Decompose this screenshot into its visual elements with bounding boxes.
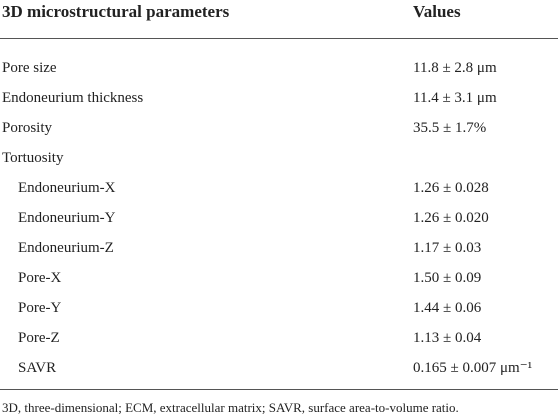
column-header: Values <box>413 2 461 21</box>
subrow-value: 1.50 ± 0.09 <box>413 270 482 286</box>
subrow-label: Pore-Z <box>18 330 60 346</box>
subrow-label: Pore-Y <box>18 300 62 316</box>
row-label: Porosity <box>2 120 53 136</box>
subrow-label: Endoneurium-X <box>18 180 116 196</box>
row-value: 11.4 ± 3.1 μm <box>413 90 497 106</box>
row-value: 35.5 ± 1.7% <box>413 120 487 136</box>
row-value: 11.8 ± 2.8 μm <box>413 60 497 76</box>
subrow-value: 0.165 ± 0.007 μm⁻¹ <box>413 360 533 376</box>
row-label: Endoneurium thickness <box>2 90 144 106</box>
subrow-label: Pore-X <box>18 270 62 286</box>
header-rule <box>0 38 558 39</box>
row-label: Pore size <box>2 60 57 76</box>
subrow-value: 1.26 ± 0.020 <box>413 210 489 226</box>
subrow-value: 1.26 ± 0.028 <box>413 180 489 196</box>
bottom-rule <box>0 389 558 390</box>
subrow-value: 1.13 ± 0.04 <box>413 330 482 346</box>
column-header: 3D microstructural parameters <box>2 2 230 21</box>
footnote: 3D, three-dimensional; ECM, extracellula… <box>2 400 459 415</box>
subrow-value: 1.17 ± 0.03 <box>413 240 482 256</box>
subrow-value: 1.44 ± 0.06 <box>413 300 482 316</box>
subrow-label: SAVR <box>18 360 57 376</box>
subrow-label: Endoneurium-Z <box>18 240 114 256</box>
row-label: Tortuosity <box>2 150 64 166</box>
subrow-label: Endoneurium-Y <box>18 210 116 226</box>
